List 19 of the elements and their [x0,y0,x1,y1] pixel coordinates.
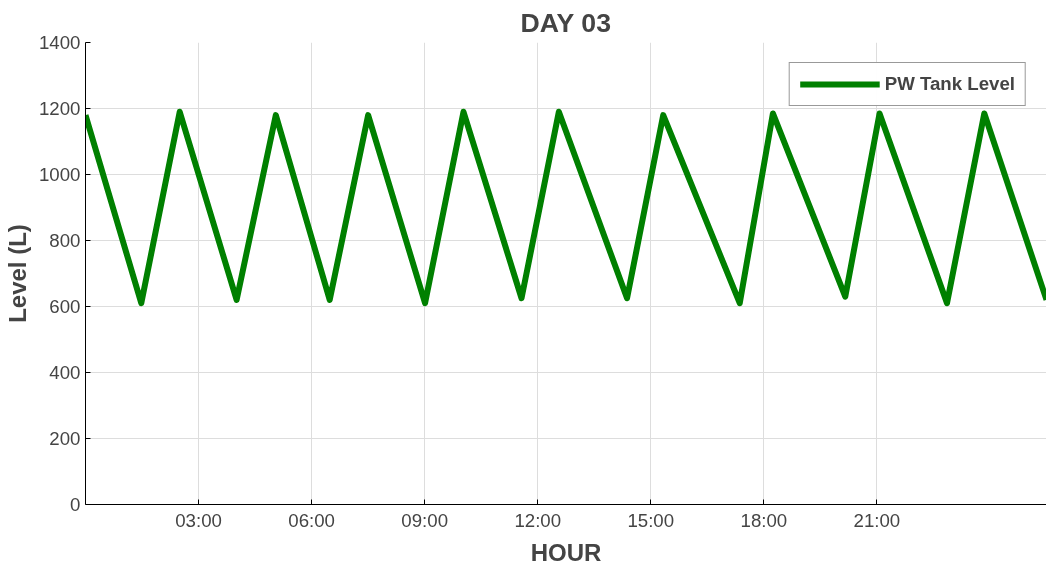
y-tick-label: 1200 [39,98,81,119]
y-axis-title: Level (L) [4,224,31,323]
y-tick-label: 1400 [39,32,81,53]
x-tick-label: 12:00 [514,509,562,531]
chart-title: DAY 03 [520,7,611,38]
x-axis-title: HOUR [530,538,602,566]
y-tick-label: 1000 [39,164,81,185]
y-tick-label: 200 [49,428,81,449]
y-tick-label: 800 [49,230,81,251]
legend-label: PW Tank Level [884,73,1015,95]
x-tick-label: 09:00 [401,509,449,531]
x-tick-label: 03:00 [175,509,222,531]
x-tick-label: 18:00 [740,509,788,531]
y-tick-label: 0 [70,494,81,515]
x-tick-label: 15:00 [627,509,675,531]
y-tick-label: 400 [49,362,81,383]
y-tick-label: 600 [49,296,81,317]
x-tick-label: 06:00 [288,509,335,531]
x-tick-label: 21:00 [853,509,901,531]
